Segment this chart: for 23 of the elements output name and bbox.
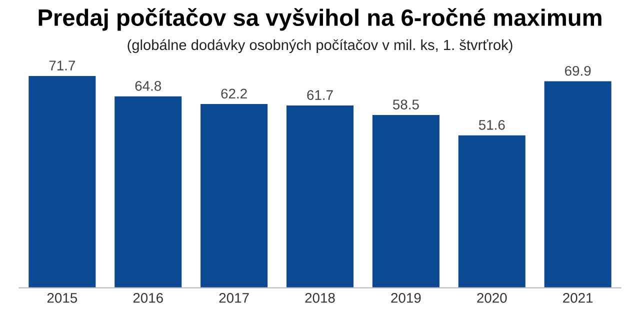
bar xyxy=(114,96,182,288)
data-label: 62.2 xyxy=(221,88,247,99)
data-label: 64.8 xyxy=(135,81,162,91)
x-tick-label: 2021 xyxy=(563,292,593,303)
x-tick-label: 2015 xyxy=(47,292,78,303)
x-tick-label: 2018 xyxy=(305,292,335,303)
chart-subtitle: (globálne dodávky osobných počítačov v mil. ks, 1. štvrťrok) xyxy=(128,39,512,54)
x-tick-label: 2016 xyxy=(133,292,163,303)
bar xyxy=(372,114,440,288)
bar xyxy=(458,135,526,288)
chart-title: Predaj počítačov sa vyšvihol na 6-ročné maximum xyxy=(38,8,602,31)
data-label: 71.7 xyxy=(49,60,75,70)
data-label: 51.6 xyxy=(478,120,505,130)
x-tick-label: 2020 xyxy=(477,292,507,303)
data-label: 69.9 xyxy=(565,66,591,76)
bar xyxy=(200,104,268,288)
data-label: 61.7 xyxy=(307,90,333,100)
bar xyxy=(286,106,354,288)
x-tick-label: 2017 xyxy=(219,292,249,303)
bar xyxy=(28,76,96,288)
data-label: 58.5 xyxy=(392,100,419,110)
x-tick-label: 2019 xyxy=(391,292,421,303)
bar xyxy=(544,81,612,288)
